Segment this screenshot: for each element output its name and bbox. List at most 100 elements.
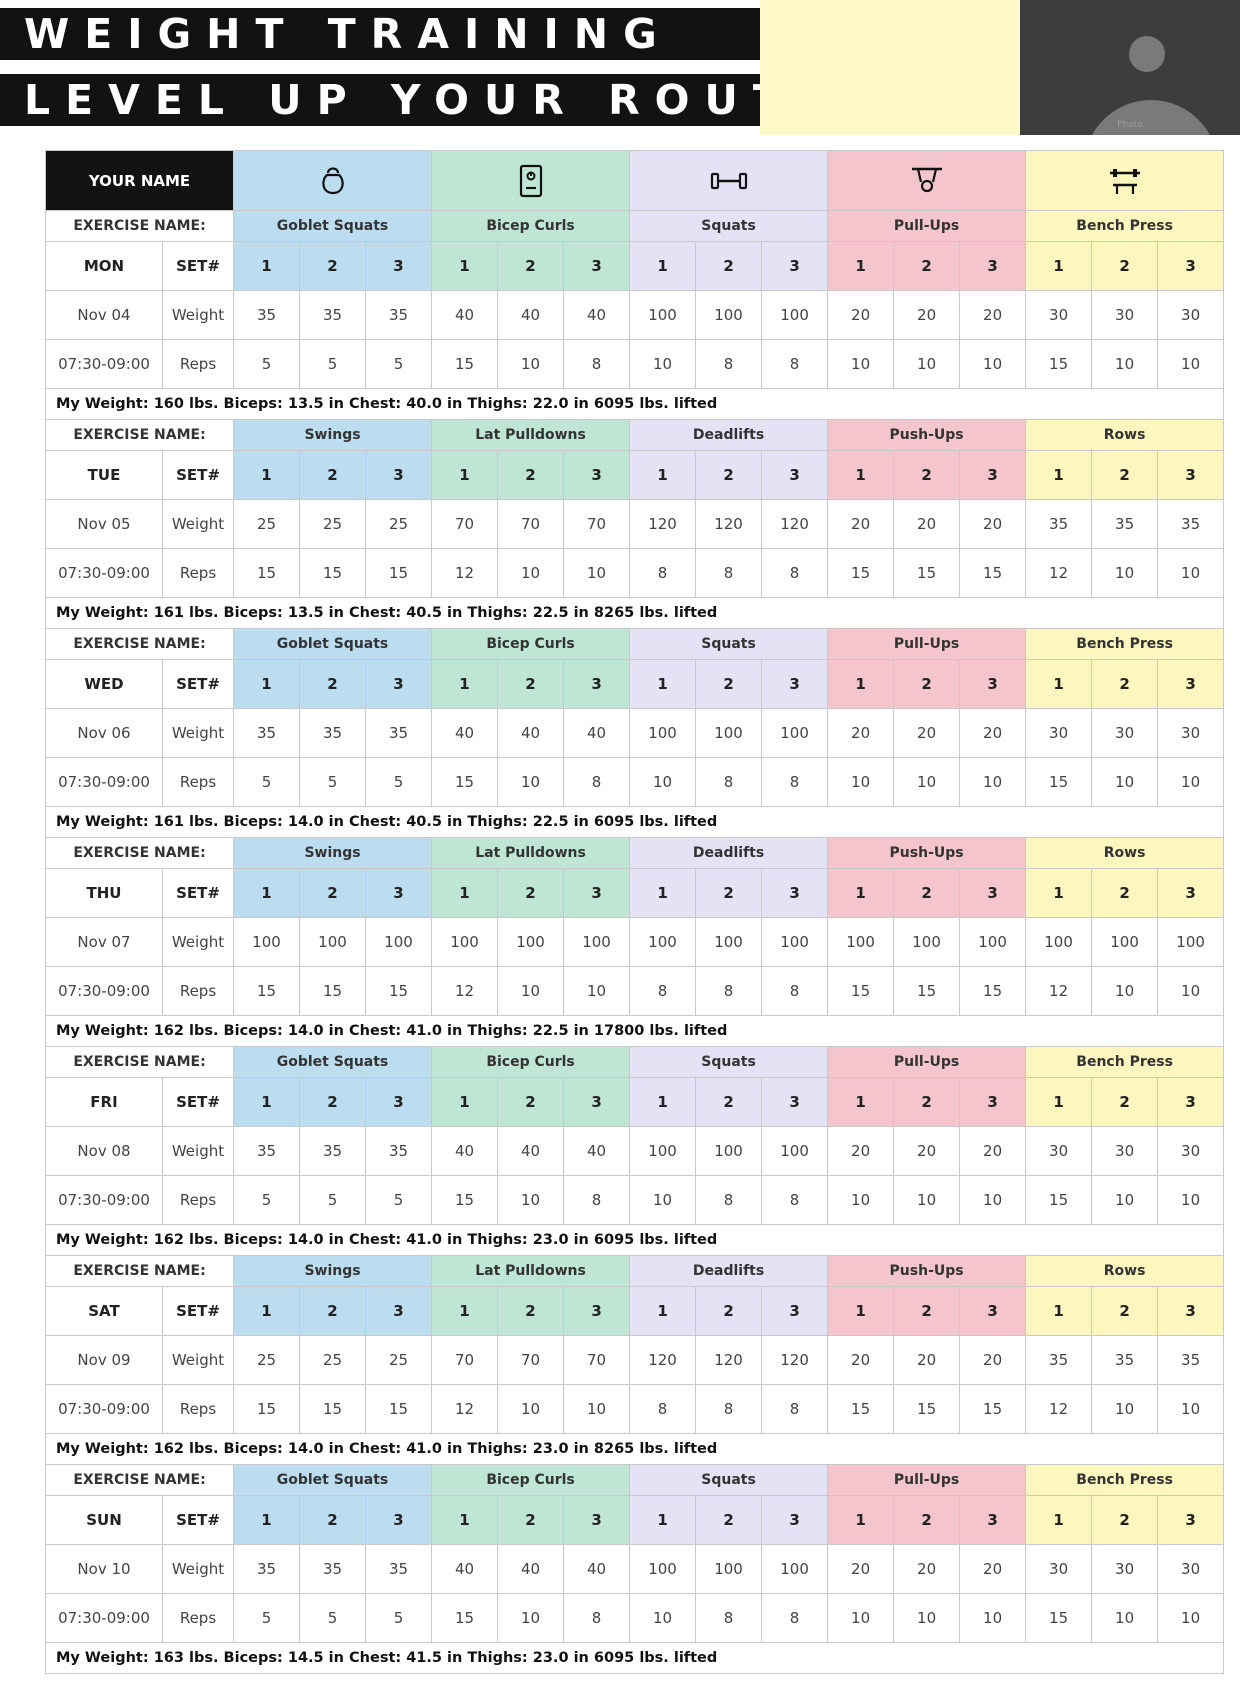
reps-value[interactable]: 10 [563,548,631,598]
time-cell[interactable]: 07:30-09:00 [45,339,163,389]
weight-value[interactable]: 100 [695,1544,763,1594]
weight-value[interactable]: 20 [827,1544,895,1594]
reps-value[interactable]: 15 [827,966,895,1016]
weight-value[interactable]: 40 [563,290,631,340]
weight-value[interactable]: 20 [827,499,895,549]
reps-value[interactable]: 15 [299,966,366,1016]
exercise-name[interactable]: Swings [232,1255,433,1287]
reps-value[interactable]: 10 [629,757,697,807]
weight-value[interactable]: 35 [364,1126,433,1176]
reps-value[interactable]: 5 [364,1175,433,1225]
reps-value[interactable]: 15 [431,1593,499,1643]
reps-value[interactable]: 8 [563,1175,631,1225]
weight-value[interactable]: 20 [959,290,1027,340]
reps-value[interactable]: 8 [563,757,631,807]
weight-value[interactable]: 20 [893,708,961,758]
exercise-name[interactable]: Bench Press [1025,1046,1225,1078]
weight-value[interactable]: 30 [1091,290,1159,340]
weight-value[interactable]: 20 [893,290,961,340]
exercise-name[interactable]: Pull-Ups [827,210,1027,242]
reps-value[interactable]: 10 [629,1593,697,1643]
body-stats-note[interactable]: My Weight: 162 lbs. Biceps: 14.0 in Ches… [44,1015,1225,1047]
reps-value[interactable]: 10 [629,1175,697,1225]
weight-value[interactable]: 100 [1157,917,1225,967]
weight-value[interactable]: 30 [1157,708,1225,758]
reps-value[interactable]: 5 [233,1593,300,1643]
exercise-name[interactable]: Deadlifts [629,1255,829,1287]
reps-value[interactable]: 12 [1025,966,1093,1016]
weight-value[interactable]: 120 [761,1335,829,1385]
body-stats-note[interactable]: My Weight: 162 lbs. Biceps: 14.0 in Ches… [44,1224,1225,1256]
weight-value[interactable]: 20 [893,1335,961,1385]
reps-value[interactable]: 12 [1025,548,1093,598]
weight-value[interactable]: 100 [827,917,895,967]
weight-value[interactable]: 35 [299,1126,366,1176]
weight-value[interactable]: 40 [431,290,499,340]
reps-value[interactable]: 15 [364,966,433,1016]
reps-value[interactable]: 15 [364,1384,433,1434]
reps-value[interactable]: 5 [233,1175,300,1225]
weight-value[interactable]: 100 [563,917,631,967]
reps-value[interactable]: 8 [695,339,763,389]
reps-value[interactable]: 10 [1157,1175,1225,1225]
weight-value[interactable]: 25 [233,1335,300,1385]
time-cell[interactable]: 07:30-09:00 [45,1593,163,1643]
reps-value[interactable]: 10 [497,757,565,807]
weight-value[interactable]: 35 [299,1544,366,1594]
weight-value[interactable]: 35 [233,708,300,758]
reps-value[interactable]: 10 [1091,1175,1159,1225]
exercise-name[interactable]: Push-Ups [827,419,1027,451]
time-cell[interactable]: 07:30-09:00 [45,548,163,598]
date-cell[interactable]: Nov 08 [45,1126,163,1176]
weight-value[interactable]: 25 [233,499,300,549]
reps-value[interactable]: 5 [299,339,366,389]
weight-value[interactable]: 40 [563,1126,631,1176]
weight-value[interactable]: 70 [431,499,499,549]
reps-value[interactable]: 10 [827,1593,895,1643]
weight-value[interactable]: 100 [893,917,961,967]
weight-value[interactable]: 20 [959,499,1027,549]
weight-value[interactable]: 30 [1157,290,1225,340]
weight-value[interactable]: 100 [1091,917,1159,967]
exercise-name[interactable]: Bicep Curls [431,1464,631,1496]
date-cell[interactable]: Nov 10 [45,1544,163,1594]
reps-value[interactable]: 5 [364,339,433,389]
reps-value[interactable]: 10 [893,1175,961,1225]
reps-value[interactable]: 10 [1157,1593,1225,1643]
weight-value[interactable]: 35 [364,290,433,340]
reps-value[interactable]: 5 [299,757,366,807]
reps-value[interactable]: 8 [695,1175,763,1225]
reps-value[interactable]: 10 [563,1384,631,1434]
reps-value[interactable]: 15 [233,1384,300,1434]
reps-value[interactable]: 10 [827,339,895,389]
weight-value[interactable]: 25 [299,499,366,549]
weight-value[interactable]: 100 [761,1126,829,1176]
reps-value[interactable]: 10 [1157,1384,1225,1434]
weight-value[interactable]: 30 [1157,1126,1225,1176]
weight-value[interactable]: 100 [629,1126,697,1176]
reps-value[interactable]: 10 [959,339,1027,389]
reps-value[interactable]: 8 [761,966,829,1016]
reps-value[interactable]: 15 [233,966,300,1016]
weight-value[interactable]: 35 [1025,1335,1093,1385]
reps-value[interactable]: 10 [1157,548,1225,598]
weight-value[interactable]: 70 [497,1335,565,1385]
reps-value[interactable]: 8 [629,1384,697,1434]
reps-value[interactable]: 10 [497,1593,565,1643]
your-name-cell[interactable]: YOUR NAME [45,150,234,211]
reps-value[interactable]: 10 [893,757,961,807]
reps-value[interactable]: 10 [1157,339,1225,389]
reps-value[interactable]: 8 [563,339,631,389]
reps-value[interactable]: 10 [1157,757,1225,807]
reps-value[interactable]: 15 [431,1175,499,1225]
reps-value[interactable]: 10 [629,339,697,389]
weight-value[interactable]: 35 [1091,1335,1159,1385]
exercise-name[interactable]: Pull-Ups [827,1464,1027,1496]
weight-value[interactable]: 40 [431,1126,499,1176]
exercise-name[interactable]: Goblet Squats [232,1046,433,1078]
reps-value[interactable]: 10 [563,966,631,1016]
reps-value[interactable]: 8 [629,966,697,1016]
weight-value[interactable]: 100 [959,917,1027,967]
exercise-name[interactable]: Pull-Ups [827,628,1027,660]
reps-value[interactable]: 15 [431,757,499,807]
